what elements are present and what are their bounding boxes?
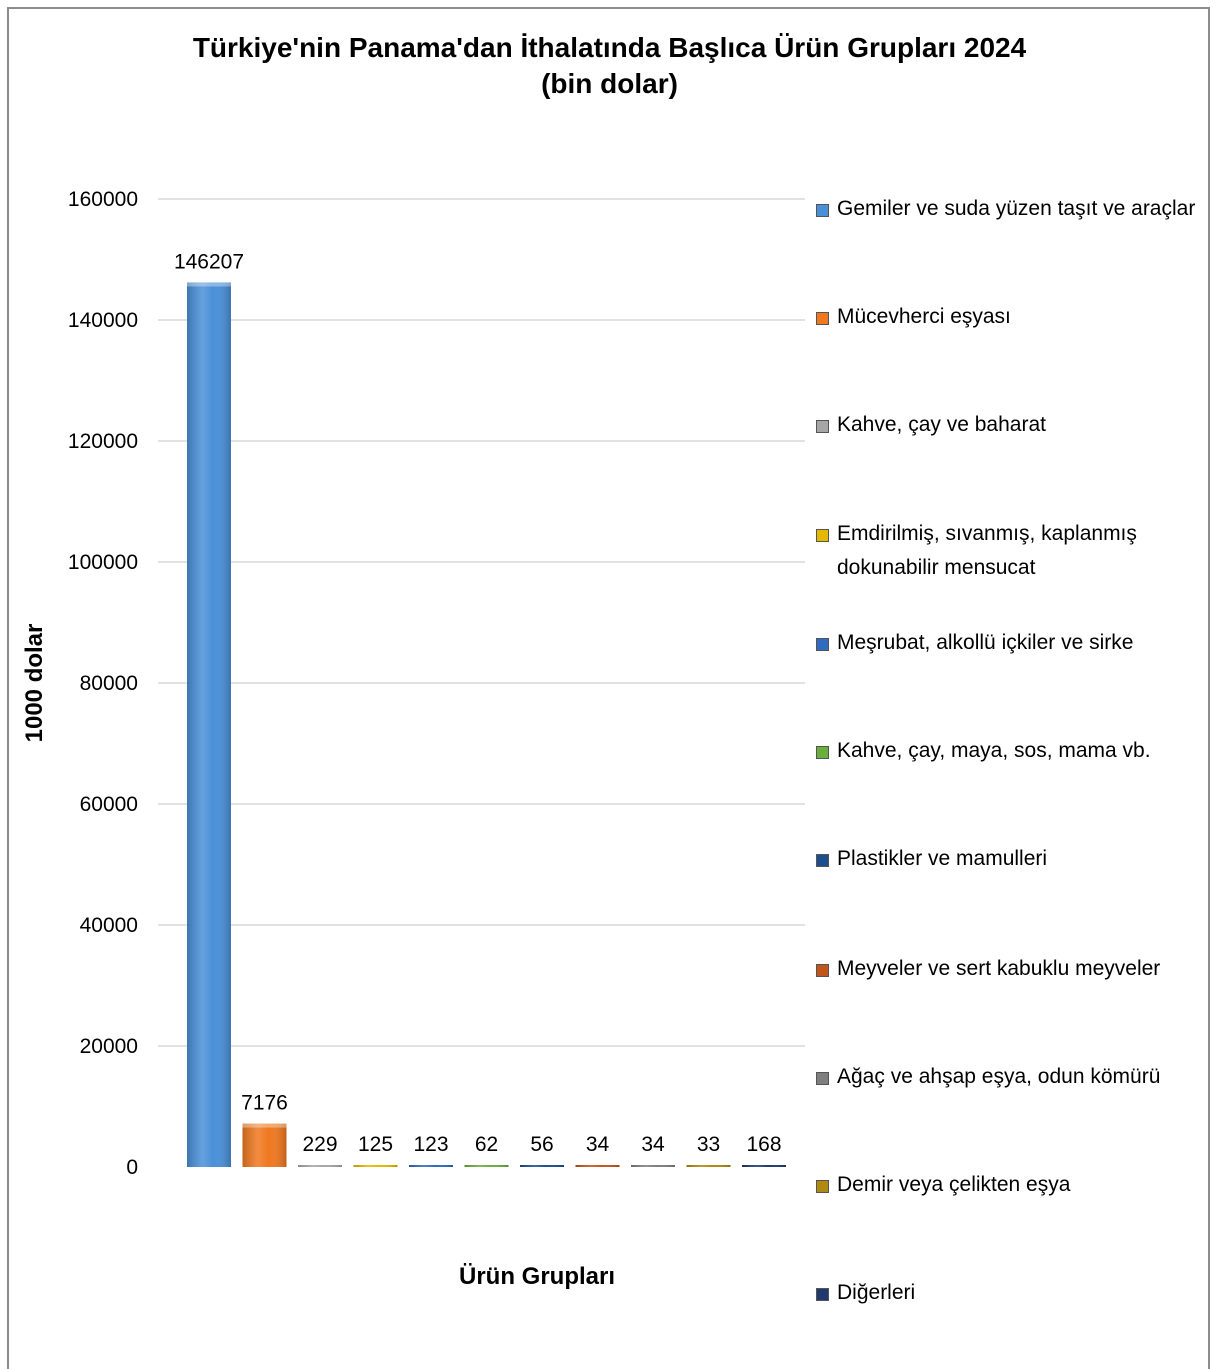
- legend-label: Kahve, çay ve baharat: [837, 413, 1046, 436]
- legend-swatch: [816, 204, 829, 217]
- bar-shading: [575, 1165, 620, 1167]
- legend-swatch: [816, 964, 829, 977]
- bar-shading: [298, 1165, 342, 1167]
- y-tick-label: 160000: [68, 188, 138, 211]
- y-tick-label: 40000: [80, 914, 138, 937]
- y-tick-label: 60000: [80, 793, 138, 816]
- legend-swatch: [816, 312, 829, 325]
- legend-label: Meşrubat, alkollü içkiler ve sirke: [837, 631, 1134, 654]
- legend-label: Meyveler ve sert kabuklu meyveler: [837, 957, 1161, 980]
- bar-shading: [742, 1165, 786, 1167]
- data-label: 168: [746, 1133, 781, 1156]
- bar: [631, 1165, 675, 1167]
- legend-label: Gemiler ve suda yüzen taşıt ve araçlar: [837, 197, 1196, 220]
- legend-label: Demir veya çelikten eşya: [837, 1173, 1071, 1196]
- data-label: 7176: [241, 1092, 288, 1115]
- chart-title: Türkiye'nin Panama'dan İthalatında Başlı…: [0, 30, 1219, 102]
- legend-label: Diğerleri: [837, 1281, 916, 1304]
- legend-item: Plastikler ve mamulleri: [816, 842, 1201, 876]
- legend-label: Emdirilmiş, sıvanmış, kaplanmış dokunabi…: [837, 522, 1137, 579]
- bar: [353, 1165, 398, 1167]
- bar: [242, 1123, 287, 1167]
- bar-shading: [242, 1123, 287, 1167]
- legend-swatch: [816, 746, 829, 759]
- legend-item: Demir veya çelikten eşya: [816, 1168, 1201, 1202]
- bar: [187, 282, 231, 1168]
- legend-swatch: [816, 420, 829, 433]
- legend-item: Kahve, çay ve baharat: [816, 408, 1201, 442]
- y-tick-label: 100000: [68, 551, 138, 574]
- data-label: 33: [697, 1133, 720, 1156]
- legend-item: Meşrubat, alkollü içkiler ve sirke: [816, 626, 1201, 660]
- y-tick-label: 80000: [80, 672, 138, 695]
- legend-label: Kahve, çay, maya, sos, mama vb.: [837, 739, 1151, 762]
- data-label: 56: [530, 1133, 553, 1156]
- legend-label: Plastikler ve mamulleri: [837, 847, 1048, 870]
- y-tick-label: 20000: [80, 1035, 138, 1058]
- bar: [464, 1165, 509, 1167]
- legend-item: Ağaç ve ahşap eşya, odun kömürü: [816, 1060, 1201, 1094]
- legend-item: Emdirilmiş, sıvanmış, kaplanmış dokunabi…: [816, 517, 1201, 585]
- data-label: 34: [641, 1133, 665, 1156]
- chart-subtitle: (bin dolar): [541, 68, 678, 99]
- bar-shading: [464, 1165, 509, 1167]
- bar-cap: [242, 1123, 287, 1128]
- bar-shading: [631, 1165, 675, 1167]
- legend-item: Gemiler ve suda yüzen taşıt ve araçlar: [816, 192, 1201, 226]
- y-tick-label: 0: [126, 1156, 138, 1179]
- bar-shading: [409, 1165, 453, 1167]
- data-labels: 146207 7176 229 125 123 62 56 34 34 33 168: [174, 250, 782, 1156]
- data-label: 123: [413, 1133, 448, 1156]
- bar-cap: [187, 282, 231, 287]
- data-label: 125: [358, 1133, 393, 1156]
- bars: [187, 282, 786, 1168]
- legend-item: Meyveler ve sert kabuklu meyveler: [816, 952, 1201, 986]
- bar: [686, 1165, 731, 1167]
- bar: [742, 1165, 786, 1167]
- x-axis-label: Ürün Grupları: [458, 1263, 616, 1290]
- legend-swatch: [816, 529, 829, 542]
- bar: [409, 1165, 453, 1167]
- bar: [575, 1165, 620, 1167]
- legend-label: Mücevherci eşyası: [837, 305, 1011, 328]
- legend-label: Ağaç ve ahşap eşya, odun kömürü: [837, 1065, 1161, 1088]
- grid-lines: [158, 198, 805, 1047]
- bar-shading: [520, 1165, 564, 1167]
- bar-shading: [187, 282, 231, 1168]
- chart-title-line: Türkiye'nin Panama'dan İthalatında Başlı…: [192, 32, 1027, 63]
- data-label: 34: [586, 1133, 610, 1156]
- data-label: 229: [302, 1133, 337, 1156]
- data-label: 62: [475, 1133, 498, 1156]
- legend-swatch: [816, 854, 829, 867]
- bar-shading: [353, 1165, 398, 1167]
- data-label: 146207: [174, 250, 244, 273]
- bar-shading: [686, 1165, 731, 1167]
- y-tick-label: 120000: [68, 430, 138, 453]
- legend-swatch: [816, 1180, 829, 1193]
- y-axis-ticks: 0 20000 40000 60000 80000 100000 120000 140000 1…: [68, 188, 138, 1179]
- legend-item: Mücevherci eşyası: [816, 300, 1201, 334]
- bar: [520, 1165, 564, 1167]
- y-tick-label: 140000: [68, 309, 138, 332]
- legend-swatch: [816, 1288, 829, 1301]
- legend-item: Kahve, çay, maya, sos, mama vb.: [816, 734, 1201, 768]
- bar: [298, 1165, 342, 1167]
- legend-swatch: [816, 1072, 829, 1085]
- legend-item: Diğerleri: [816, 1276, 1201, 1310]
- legend-swatch: [816, 638, 829, 651]
